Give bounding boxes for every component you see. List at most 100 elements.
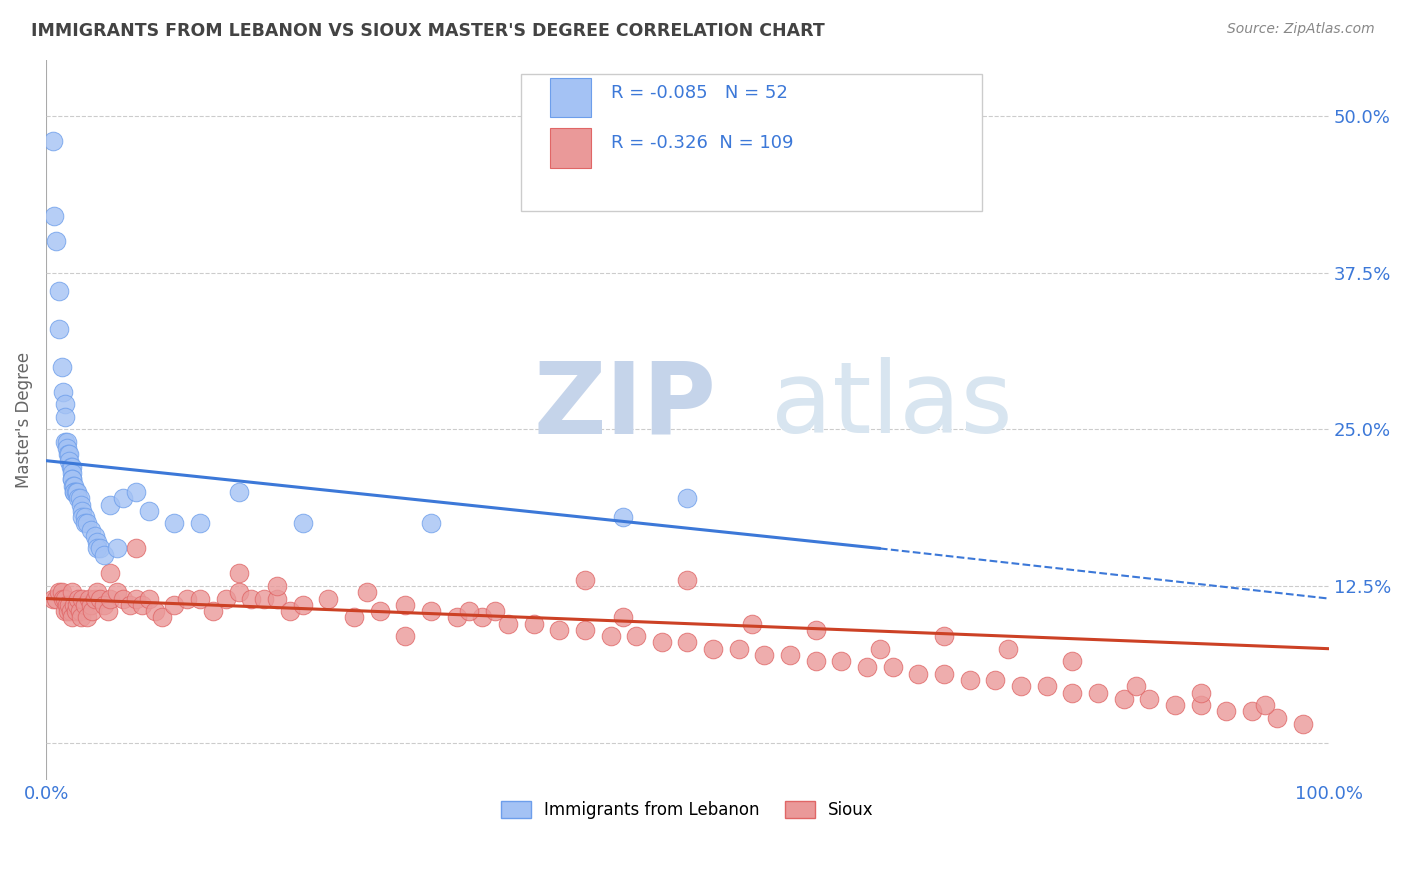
Point: [882, 660, 904, 674]
Point: [163, 516, 186, 531]
Point: [163, 598, 186, 612]
Point: [907, 666, 929, 681]
Point: [278, 604, 301, 618]
Point: [52, 591, 75, 606]
Point: [86, 541, 108, 556]
Point: [93, 548, 115, 562]
Point: [702, 641, 724, 656]
Point: [522, 616, 544, 631]
Point: [932, 666, 955, 681]
Point: [48, 285, 70, 299]
Point: [651, 635, 673, 649]
Point: [1125, 679, 1147, 693]
Point: [188, 516, 211, 531]
Point: [368, 604, 391, 618]
Point: [69, 491, 91, 506]
Point: [932, 629, 955, 643]
Point: [420, 604, 443, 618]
Point: [63, 598, 86, 612]
Point: [93, 598, 115, 612]
Point: [215, 591, 238, 606]
Point: [420, 516, 443, 531]
Point: [56, 447, 79, 461]
Point: [138, 591, 160, 606]
Point: [612, 510, 634, 524]
Point: [1267, 711, 1289, 725]
Point: [446, 610, 468, 624]
Point: [73, 598, 96, 612]
Point: [1087, 685, 1109, 699]
Point: [574, 573, 596, 587]
Point: [125, 591, 148, 606]
Point: [89, 591, 111, 606]
Point: [58, 447, 80, 461]
Point: [55, 598, 77, 612]
Point: [624, 629, 647, 643]
Point: [1010, 679, 1032, 693]
Point: [55, 441, 77, 455]
Point: [60, 610, 83, 624]
Point: [70, 504, 93, 518]
Point: [394, 629, 416, 643]
Point: [1035, 679, 1057, 693]
Point: [73, 516, 96, 531]
Point: [73, 510, 96, 524]
Text: ZIP: ZIP: [533, 357, 717, 454]
Point: [66, 598, 89, 612]
Point: [98, 566, 121, 581]
Point: [997, 641, 1019, 656]
Point: [318, 591, 340, 606]
Point: [676, 635, 699, 649]
Point: [131, 598, 153, 612]
FancyBboxPatch shape: [520, 74, 983, 211]
Point: [188, 591, 211, 606]
Point: [804, 654, 827, 668]
Y-axis label: Master's Degree: Master's Degree: [15, 351, 32, 488]
Point: [779, 648, 801, 662]
Point: [1112, 691, 1135, 706]
Point: [984, 673, 1007, 687]
Point: [125, 485, 148, 500]
Point: [959, 673, 981, 687]
Point: [266, 579, 288, 593]
Legend: Immigrants from Lebanon, Sioux: Immigrants from Lebanon, Sioux: [495, 795, 880, 826]
Point: [80, 598, 103, 612]
Point: [1189, 698, 1212, 712]
Point: [86, 585, 108, 599]
Point: [55, 434, 77, 449]
Point: [394, 598, 416, 612]
Point: [80, 523, 103, 537]
Point: [77, 591, 100, 606]
Point: [48, 585, 70, 599]
FancyBboxPatch shape: [550, 128, 592, 168]
FancyBboxPatch shape: [550, 78, 592, 117]
Point: [60, 467, 83, 481]
Point: [58, 598, 80, 612]
Point: [804, 623, 827, 637]
Point: [291, 516, 314, 531]
Point: [1189, 685, 1212, 699]
Point: [1137, 691, 1160, 706]
Point: [1164, 698, 1187, 712]
Text: IMMIGRANTS FROM LEBANON VS SIOUX MASTER'S DEGREE CORRELATION CHART: IMMIGRANTS FROM LEBANON VS SIOUX MASTER'…: [31, 22, 825, 40]
Point: [291, 598, 314, 612]
Point: [52, 384, 75, 399]
Point: [76, 610, 98, 624]
Point: [612, 610, 634, 624]
Point: [55, 434, 77, 449]
Point: [41, 591, 63, 606]
Point: [58, 453, 80, 467]
Point: [42, 209, 65, 223]
Point: [55, 604, 77, 618]
Point: [201, 604, 224, 618]
Point: [228, 585, 250, 599]
Point: [55, 397, 77, 411]
Point: [496, 616, 519, 631]
Point: [266, 591, 288, 606]
Point: [1292, 717, 1315, 731]
Point: [574, 623, 596, 637]
Point: [65, 604, 87, 618]
Point: [1062, 685, 1084, 699]
Point: [55, 409, 77, 424]
Point: [67, 491, 90, 506]
